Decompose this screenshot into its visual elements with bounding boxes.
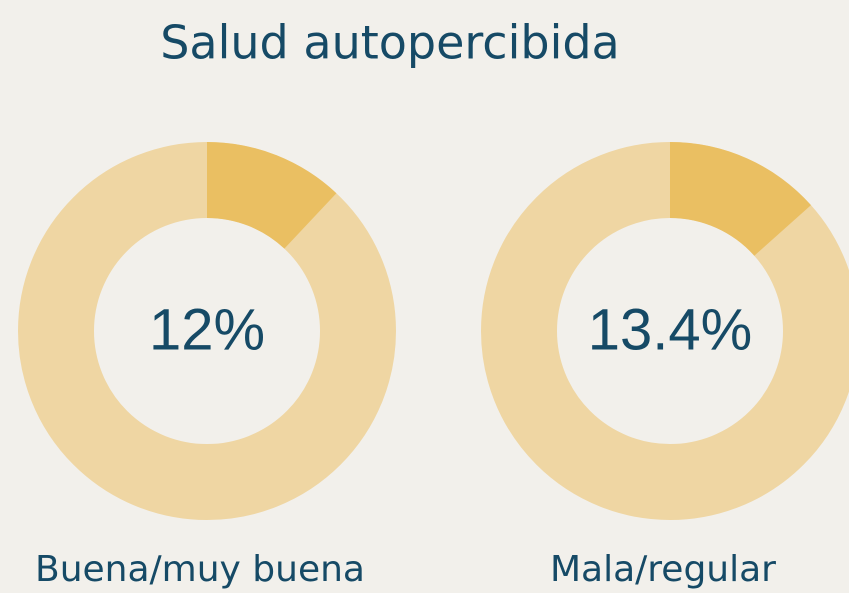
title: Salud autopercibida (160, 16, 620, 70)
center-label: 12% (149, 297, 265, 362)
category-label: Buena/muy buena (35, 549, 365, 590)
center-label: 13.4% (588, 297, 752, 362)
donut-segment (207, 142, 337, 249)
category-label: Mala/regular (550, 549, 776, 590)
donut-segment (670, 142, 811, 256)
